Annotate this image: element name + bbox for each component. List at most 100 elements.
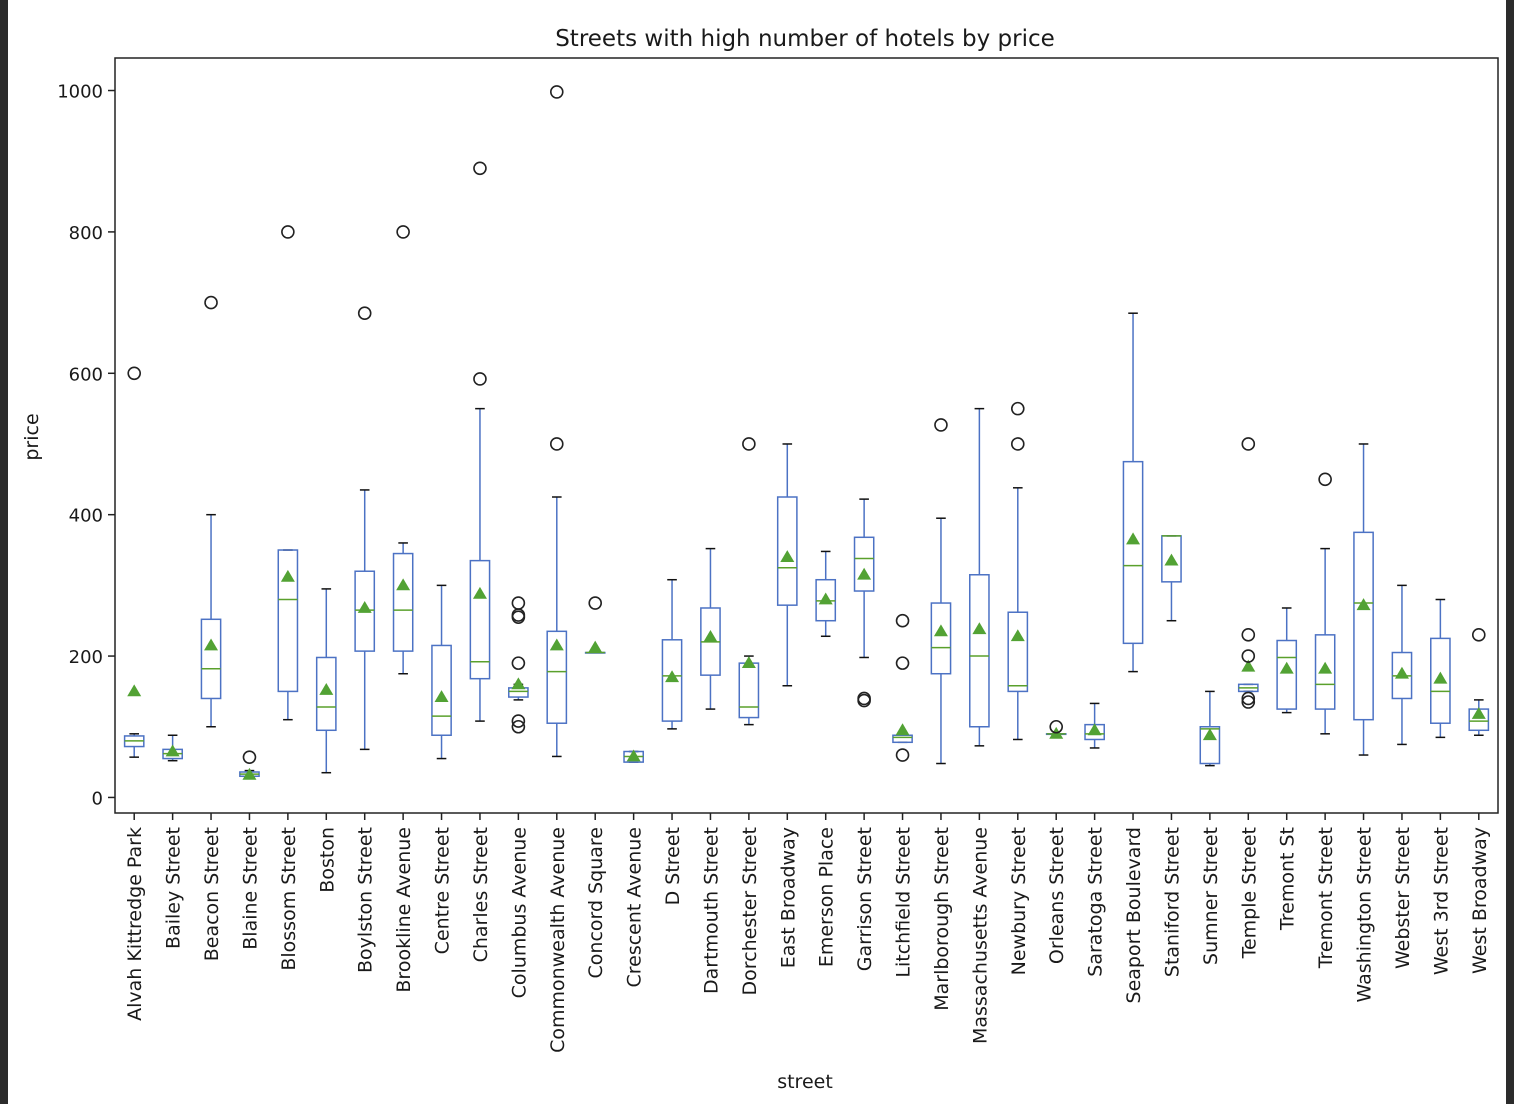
y-tick-label: 400 [69,506,103,527]
box-plot-chart: Streets with high number of hotels by pr… [21,26,1499,1093]
box-group [315,588,337,774]
box-iqr [469,559,491,680]
box-group [392,225,414,675]
box-iqr [1199,726,1221,765]
x-tick-label: Boylston Street [355,827,377,973]
outlier-point [281,225,295,239]
box-group [239,750,260,780]
outlier-point [895,748,910,762]
mean-marker [1279,661,1294,674]
box-group [200,295,222,728]
x-tick-label: Commonwealth Avenue [547,827,569,1053]
mean-marker [511,677,526,690]
outlier-point [511,656,526,670]
outlier-point [1241,437,1256,451]
mean-marker [1164,553,1179,566]
box-iqr [200,618,222,700]
box-group [1391,584,1413,746]
mean-marker [588,640,603,653]
x-tick-label: Dartmouth Street [700,827,722,994]
x-tick-label: West Broadway [1469,827,1491,974]
mean-marker [1010,629,1025,642]
outlier-point [242,750,257,764]
box-group [1314,472,1336,735]
x-tick-label: Litchfield Street [893,827,915,978]
outlier-point [895,613,910,628]
outlier-point [511,596,526,610]
x-tick-label: Beacon Street [201,827,223,961]
x-tick-label: Dorchester Street [739,827,761,995]
mean-marker [1202,728,1217,741]
x-tick-label: Massachusetts Avenue [969,827,991,1044]
x-tick-label: Columbus Avenue [508,827,530,998]
x-tick-label: Boston [316,827,338,893]
box-group [969,407,990,747]
outlier-point [742,437,756,451]
x-tick-label: Centre Street [432,827,454,954]
mean-marker [1318,661,1333,674]
y-tick-label: 1000 [57,82,103,103]
mean-marker [357,600,372,613]
x-tick-label: Saratoga Street [1085,827,1107,977]
outlier-point [588,596,603,610]
outlier-point [1010,437,1025,451]
box-group [661,578,683,730]
mean-marker [549,638,564,651]
box-group [1430,598,1451,739]
x-tick-label: Sumner Street [1200,827,1222,965]
box-group [1122,312,1144,673]
mean-marker [165,744,180,757]
x-tick-label: Orleans Street [1046,827,1068,964]
mean-marker [741,656,756,669]
x-tick-label: Washington Street [1354,827,1376,1002]
x-tick-label: Newbury Street [1008,827,1030,975]
x-tick-label: Emerson Place [816,827,838,967]
x-tick-label: Seaport Boulevard [1123,827,1145,1003]
mean-marker [434,690,449,702]
box-group [930,418,952,765]
box-iqr [277,549,299,693]
x-tick-label: Tremont Street [1315,827,1337,969]
box-iqr [1276,639,1298,710]
chart-frame: Streets with high number of hotels by pr… [8,0,1506,1104]
y-tick-label: 0 [92,788,103,809]
box-group [431,584,452,760]
mean-marker [703,629,718,642]
outlier-point [473,372,487,386]
chart-title: Streets with high number of hotels by pr… [555,26,1055,52]
box-iqr [354,570,376,652]
y-tick-label: 200 [69,647,103,668]
mean-marker [1433,671,1448,684]
box-group [354,306,376,751]
box-iqr [930,602,952,675]
mean-marker [472,586,487,599]
outlier-point [127,366,142,381]
x-tick-label: Webster Street [1392,827,1414,969]
x-tick-label: West 3rd Street [1430,827,1452,975]
box-group [700,547,721,710]
x-tick-label: Blossom Street [278,827,300,971]
box-group [1353,443,1374,756]
x-tick-label: Alvah Kittredge Park [124,827,146,1021]
mean-marker [933,624,948,637]
mean-marker [1241,659,1256,672]
box-iqr [392,552,414,652]
mean-marker [1087,723,1102,736]
box-iqr [315,656,337,732]
box-group [546,85,568,758]
x-tick-label: Concord Square [585,827,607,978]
outlier-point [857,691,871,706]
box-group [1276,607,1298,714]
x-tick-label: Temple Street [1238,827,1260,959]
mean-marker [895,723,910,736]
box-group [853,498,875,708]
outlier-point [934,418,948,432]
outlier-point [1241,628,1256,642]
box-group [1468,628,1490,736]
box-group [815,550,837,638]
outlier-point [1318,472,1332,487]
box-group [892,613,913,762]
box-iqr [738,662,760,719]
box-iqr [1430,637,1451,724]
mean-marker [1356,598,1371,611]
